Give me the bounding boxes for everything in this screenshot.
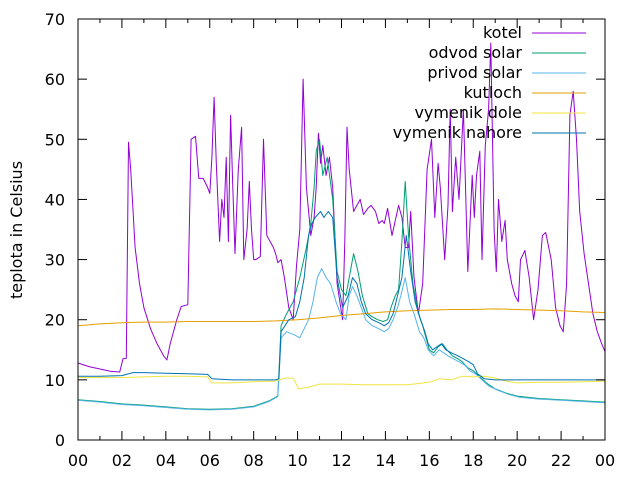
y-axis-label: teplota in Celsius xyxy=(7,161,26,299)
x-tick-label: 20 xyxy=(507,451,527,470)
x-tick-label: 02 xyxy=(112,451,132,470)
x-tick-label: 10 xyxy=(287,451,307,470)
y-tick-label: 40 xyxy=(45,190,65,209)
y-tick-label: 60 xyxy=(45,70,65,89)
series-line-vymenik-nahore xyxy=(78,211,605,381)
y-tick-label: 20 xyxy=(45,311,65,330)
legend-label-odvod-solar: odvod solar xyxy=(429,43,523,62)
x-tick-label: 04 xyxy=(156,451,176,470)
x-tick-label: 22 xyxy=(551,451,571,470)
y-tick-label: 70 xyxy=(45,10,65,29)
tick-labels-layer: 00 02 04 06 08 10 12 14 16 18 20 22 0001020304050607… xyxy=(45,10,616,470)
x-tick-label: 18 xyxy=(463,451,483,470)
x-tick-label: 00 xyxy=(595,451,615,470)
y-tick-label: 30 xyxy=(45,251,65,270)
series-layer xyxy=(77,42,606,411)
x-tick-label: 06 xyxy=(200,451,220,470)
legend-label-kotel: kotel xyxy=(483,23,522,42)
y-tick-label: 0 xyxy=(55,431,65,450)
y-tick-label: 50 xyxy=(45,130,65,149)
series-line-privod-solar xyxy=(77,268,606,411)
series-line-kutloch xyxy=(77,308,606,327)
x-tick-label: 12 xyxy=(331,451,351,470)
legend-label-privod-solar: privod solar xyxy=(427,63,522,82)
legend-label-vymenik-nahore: vymenik nahore xyxy=(393,123,522,142)
x-tick-label: 14 xyxy=(375,451,395,470)
y-tick-label: 10 xyxy=(45,371,65,390)
ticks-layer xyxy=(77,18,606,441)
series-line-kotel xyxy=(77,42,606,373)
legend-label-vymenik-dole: vymenik dole xyxy=(414,103,522,122)
x-tick-label: 16 xyxy=(419,451,439,470)
x-tick-label: 00 xyxy=(68,451,88,470)
legend-label-kutloch: kutloch xyxy=(464,83,522,102)
x-tick-label: 08 xyxy=(243,451,263,470)
